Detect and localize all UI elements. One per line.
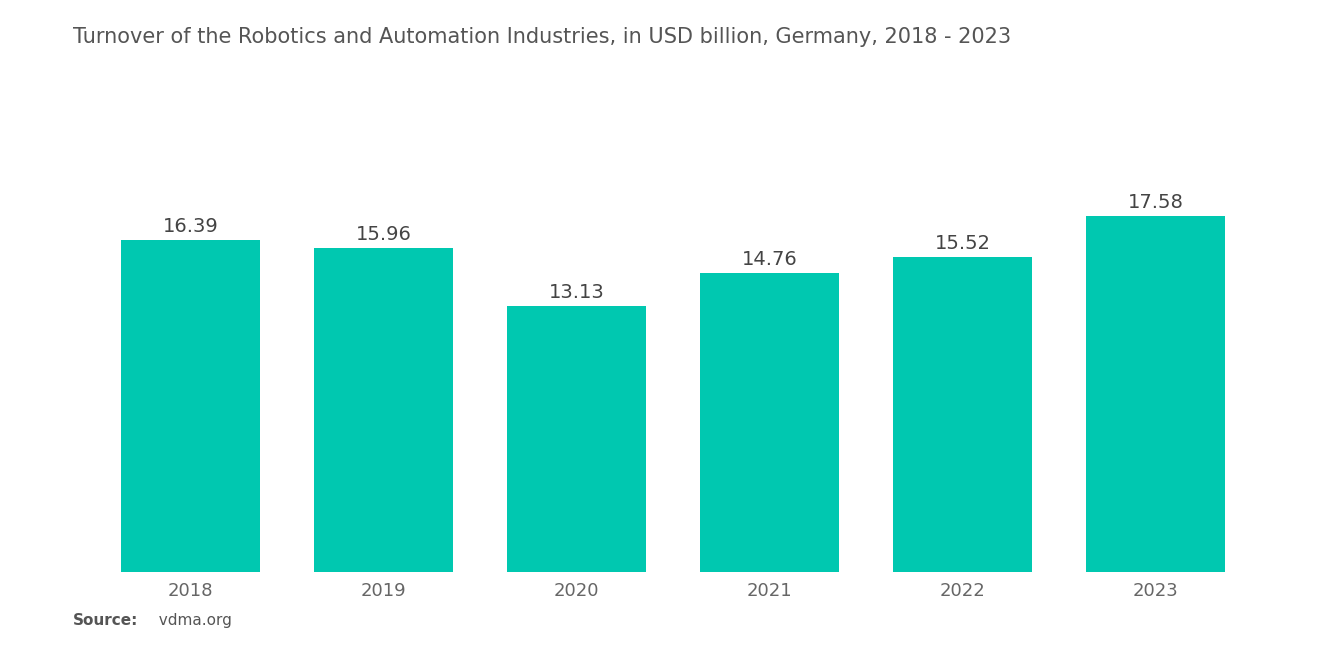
Bar: [507, 306, 647, 572]
Text: Source:: Source:: [73, 613, 139, 628]
Bar: [314, 249, 453, 572]
Text: Turnover of the Robotics and Automation Industries, in USD billion, Germany, 201: Turnover of the Robotics and Automation …: [73, 27, 1011, 47]
Bar: [121, 239, 260, 572]
Text: 17.58: 17.58: [1127, 193, 1184, 211]
Text: 14.76: 14.76: [742, 250, 797, 269]
Text: 15.52: 15.52: [935, 234, 991, 253]
Bar: [1086, 215, 1225, 572]
Text: vdma.org: vdma.org: [149, 613, 232, 628]
Bar: [894, 257, 1032, 572]
Text: 16.39: 16.39: [162, 217, 219, 235]
Text: 13.13: 13.13: [549, 283, 605, 302]
Bar: [700, 273, 840, 572]
Text: 15.96: 15.96: [356, 225, 412, 245]
